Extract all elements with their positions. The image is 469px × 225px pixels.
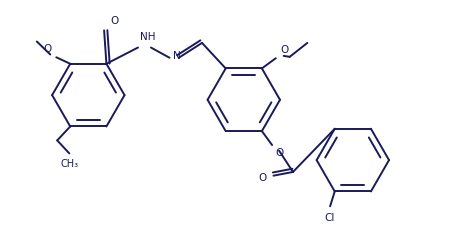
Text: N: N <box>173 51 181 61</box>
Text: O: O <box>280 45 289 55</box>
Text: Cl: Cl <box>324 213 334 223</box>
Text: CH₃: CH₃ <box>61 159 79 169</box>
Text: NH: NH <box>140 32 155 41</box>
Text: O: O <box>276 148 284 158</box>
Text: O: O <box>259 173 267 183</box>
Text: O: O <box>44 44 52 54</box>
Text: O: O <box>111 16 119 26</box>
